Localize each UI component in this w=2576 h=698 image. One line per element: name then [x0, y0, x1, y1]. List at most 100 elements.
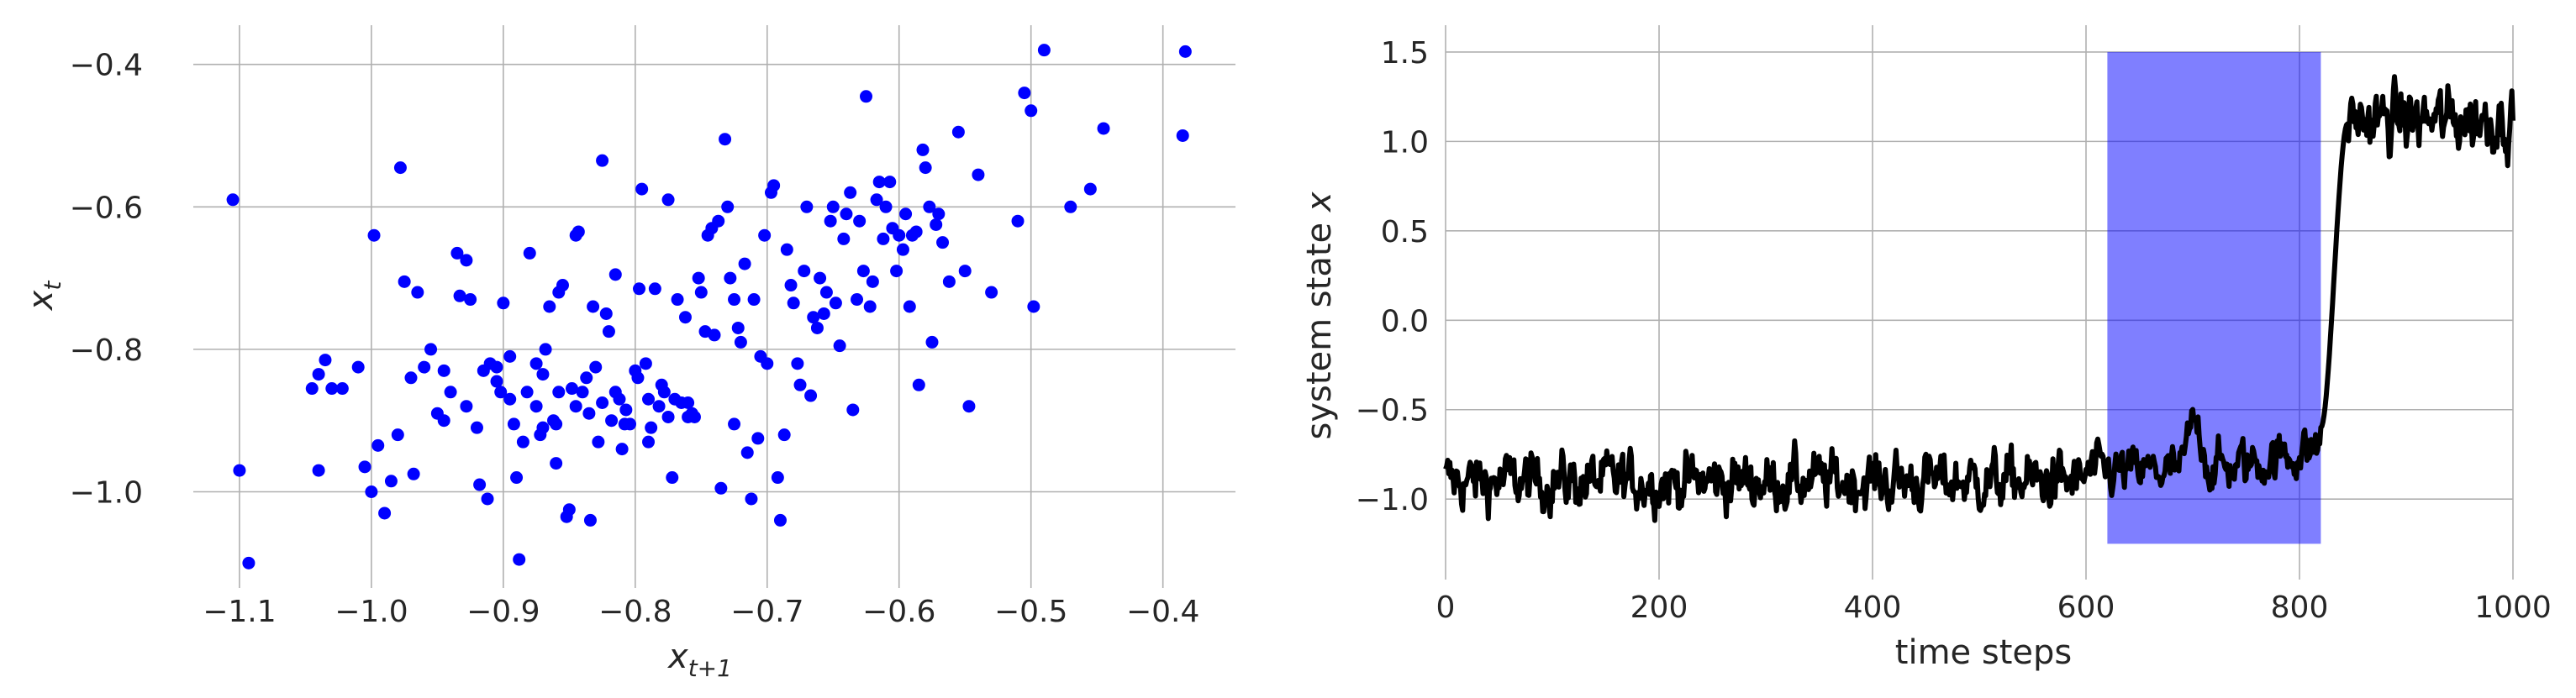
scatter-y-tick-label: −0.6 — [70, 191, 143, 225]
scatter-point — [378, 506, 392, 520]
line-y-tick-label: 1.5 — [1381, 36, 1429, 71]
scatter-point — [543, 300, 556, 313]
scatter-point — [645, 421, 658, 434]
scatter-x-axis-label: xt+1 — [666, 638, 732, 682]
scatter-point — [325, 382, 339, 396]
scatter-point — [719, 133, 732, 146]
scatter-point — [745, 492, 758, 506]
scatter-point — [460, 254, 473, 267]
scatter-point — [793, 378, 807, 391]
line-y-tick-label: 0.0 — [1381, 304, 1429, 339]
scatter-point — [652, 400, 666, 413]
scatter-point — [962, 400, 976, 413]
scatter-point — [444, 386, 457, 399]
scatter-point — [576, 386, 589, 399]
scatter-point — [592, 435, 605, 449]
scatter-point — [615, 443, 629, 456]
scatter-point — [424, 343, 438, 356]
scatter-point — [791, 357, 804, 370]
scatter-point — [1011, 214, 1025, 228]
line-x-tick-label: 400 — [1844, 590, 1902, 625]
scatter-point — [682, 396, 695, 409]
scatter-point — [407, 467, 420, 480]
scatter-point — [958, 265, 972, 278]
scatter-point — [418, 360, 431, 374]
scatter-point — [233, 464, 246, 477]
scatter-point — [596, 154, 609, 167]
scatter-point — [365, 485, 378, 499]
scatter-point — [1025, 104, 1038, 118]
scatter-point — [393, 161, 407, 175]
scatter-point — [687, 410, 701, 423]
scatter-point — [919, 161, 932, 175]
scatter-point — [657, 386, 671, 399]
scatter-point — [513, 553, 526, 566]
scatter-point — [367, 228, 381, 242]
scatter-point — [464, 293, 477, 307]
scatter-point — [503, 349, 517, 363]
scatter-point — [529, 357, 543, 370]
scatter-point — [678, 311, 692, 324]
scatter-x-axis-label-var: x — [666, 638, 688, 676]
scatter-point — [856, 265, 870, 278]
scatter-point — [985, 286, 998, 299]
scatter-point — [1176, 129, 1189, 142]
scatter-point — [1027, 300, 1040, 313]
scatter-point — [872, 176, 886, 189]
scatter-point — [877, 232, 890, 245]
scatter-x-tick-labels: −1.1 −1.0 −0.9 −0.8 −0.7 −0.6 −0.5 −0.4 — [203, 595, 1199, 629]
scatter-y-axis-label: xt — [22, 281, 66, 312]
scatter-point — [738, 257, 751, 270]
scatter-point — [747, 293, 761, 307]
scatter-point — [780, 243, 793, 256]
scatter-point — [583, 513, 597, 527]
scatter-point — [951, 125, 965, 139]
scatter-point — [740, 446, 754, 459]
scatter-y-tick-label: −1.0 — [70, 476, 143, 511]
scatter-point — [844, 186, 857, 199]
scatter-point — [798, 265, 811, 278]
scatter-point — [619, 403, 633, 417]
scatter-point — [633, 282, 646, 296]
scatter-point — [516, 435, 529, 449]
scatter-x-tick-label: −0.8 — [598, 595, 672, 629]
scatter-point — [810, 321, 824, 334]
scatter-point — [923, 200, 936, 213]
scatter-point — [893, 228, 906, 242]
scatter-point — [589, 360, 603, 374]
scatter-point — [602, 325, 615, 339]
scatter-point — [771, 471, 784, 485]
scatter-point — [817, 307, 830, 320]
scatter-point — [833, 339, 846, 353]
scatter-point — [608, 386, 622, 399]
scatter-point — [587, 300, 600, 313]
scatter-point — [942, 275, 956, 288]
scatter-point — [580, 371, 593, 385]
scatter-point — [470, 421, 483, 434]
scatter-point — [453, 289, 466, 302]
scatter-point — [814, 271, 827, 285]
scatter-point — [714, 481, 728, 495]
scatter-point — [411, 286, 424, 299]
scatter-point — [896, 243, 909, 256]
scatter-point — [899, 207, 913, 221]
scatter-point — [550, 417, 563, 431]
line-y-axis-label-text: system state — [1300, 223, 1339, 440]
scatter-point — [909, 225, 923, 239]
scatter-x-tick-label: −0.7 — [730, 595, 803, 629]
scatter-point — [642, 392, 656, 406]
scatter-point — [734, 335, 747, 349]
scatter-point — [866, 275, 879, 288]
scatter-point — [565, 382, 578, 396]
scatter-point — [728, 417, 741, 431]
scatter-point — [510, 471, 524, 485]
scatter-point — [473, 478, 487, 491]
scatter-x-tick-label: −1.0 — [335, 595, 408, 629]
scatter-point — [391, 428, 404, 442]
scatter-point — [523, 246, 536, 260]
scatter-point — [826, 200, 840, 213]
scatter-point — [829, 297, 842, 310]
line-x-tick-label: 0 — [1436, 590, 1456, 625]
line-x-tick-label: 800 — [2271, 590, 2329, 625]
